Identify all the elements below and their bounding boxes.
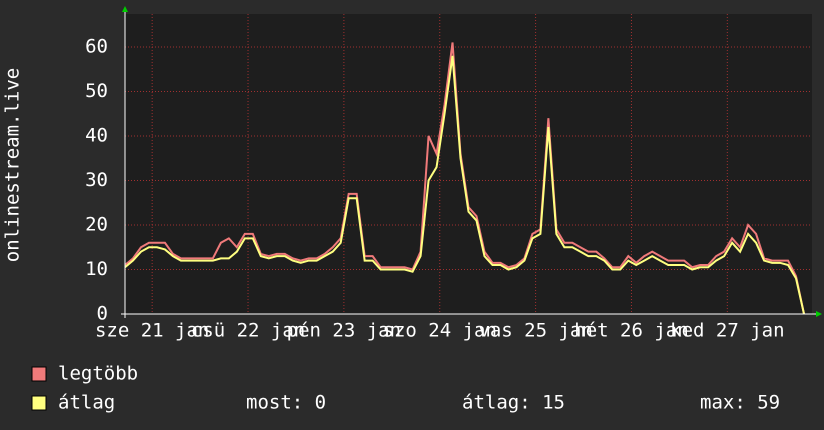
x-tick-label: sze 21 jan bbox=[95, 320, 209, 342]
x-tick-label: szo 24 jan bbox=[383, 320, 497, 342]
x-tick-label: pén 23 jan bbox=[287, 320, 401, 342]
y-axis-arrow bbox=[122, 6, 128, 12]
y-tick-label: 50 bbox=[85, 80, 108, 102]
y-tick-label: 60 bbox=[85, 35, 108, 57]
legend-stat: átlag: 15 bbox=[462, 392, 565, 414]
legend-swatch bbox=[31, 395, 47, 411]
series-line bbox=[124, 55, 805, 315]
legend-swatch bbox=[31, 366, 47, 382]
x-tick-label: csü 22 jan bbox=[191, 320, 305, 342]
legend-label: legtöbb bbox=[58, 363, 138, 385]
y-tick-label: 10 bbox=[85, 258, 108, 280]
x-axis-arrow bbox=[816, 311, 822, 317]
x-tick-label: vas 25 jan bbox=[478, 320, 592, 342]
plot-area bbox=[125, 14, 812, 314]
legend-stat: max: 59 bbox=[700, 392, 780, 414]
legend-stat: most: 0 bbox=[246, 392, 326, 414]
x-tick-label: ked 27 jan bbox=[670, 320, 784, 342]
y-tick-label: 40 bbox=[85, 124, 108, 146]
y-axis-label: onlinestream.live bbox=[2, 68, 24, 262]
y-tick-label: 0 bbox=[97, 303, 108, 325]
y-tick-label: 30 bbox=[85, 169, 108, 191]
x-tick-label: hét 26 jan bbox=[574, 320, 688, 342]
legend-label: átlag bbox=[58, 392, 115, 414]
y-tick-label: 20 bbox=[85, 213, 108, 235]
